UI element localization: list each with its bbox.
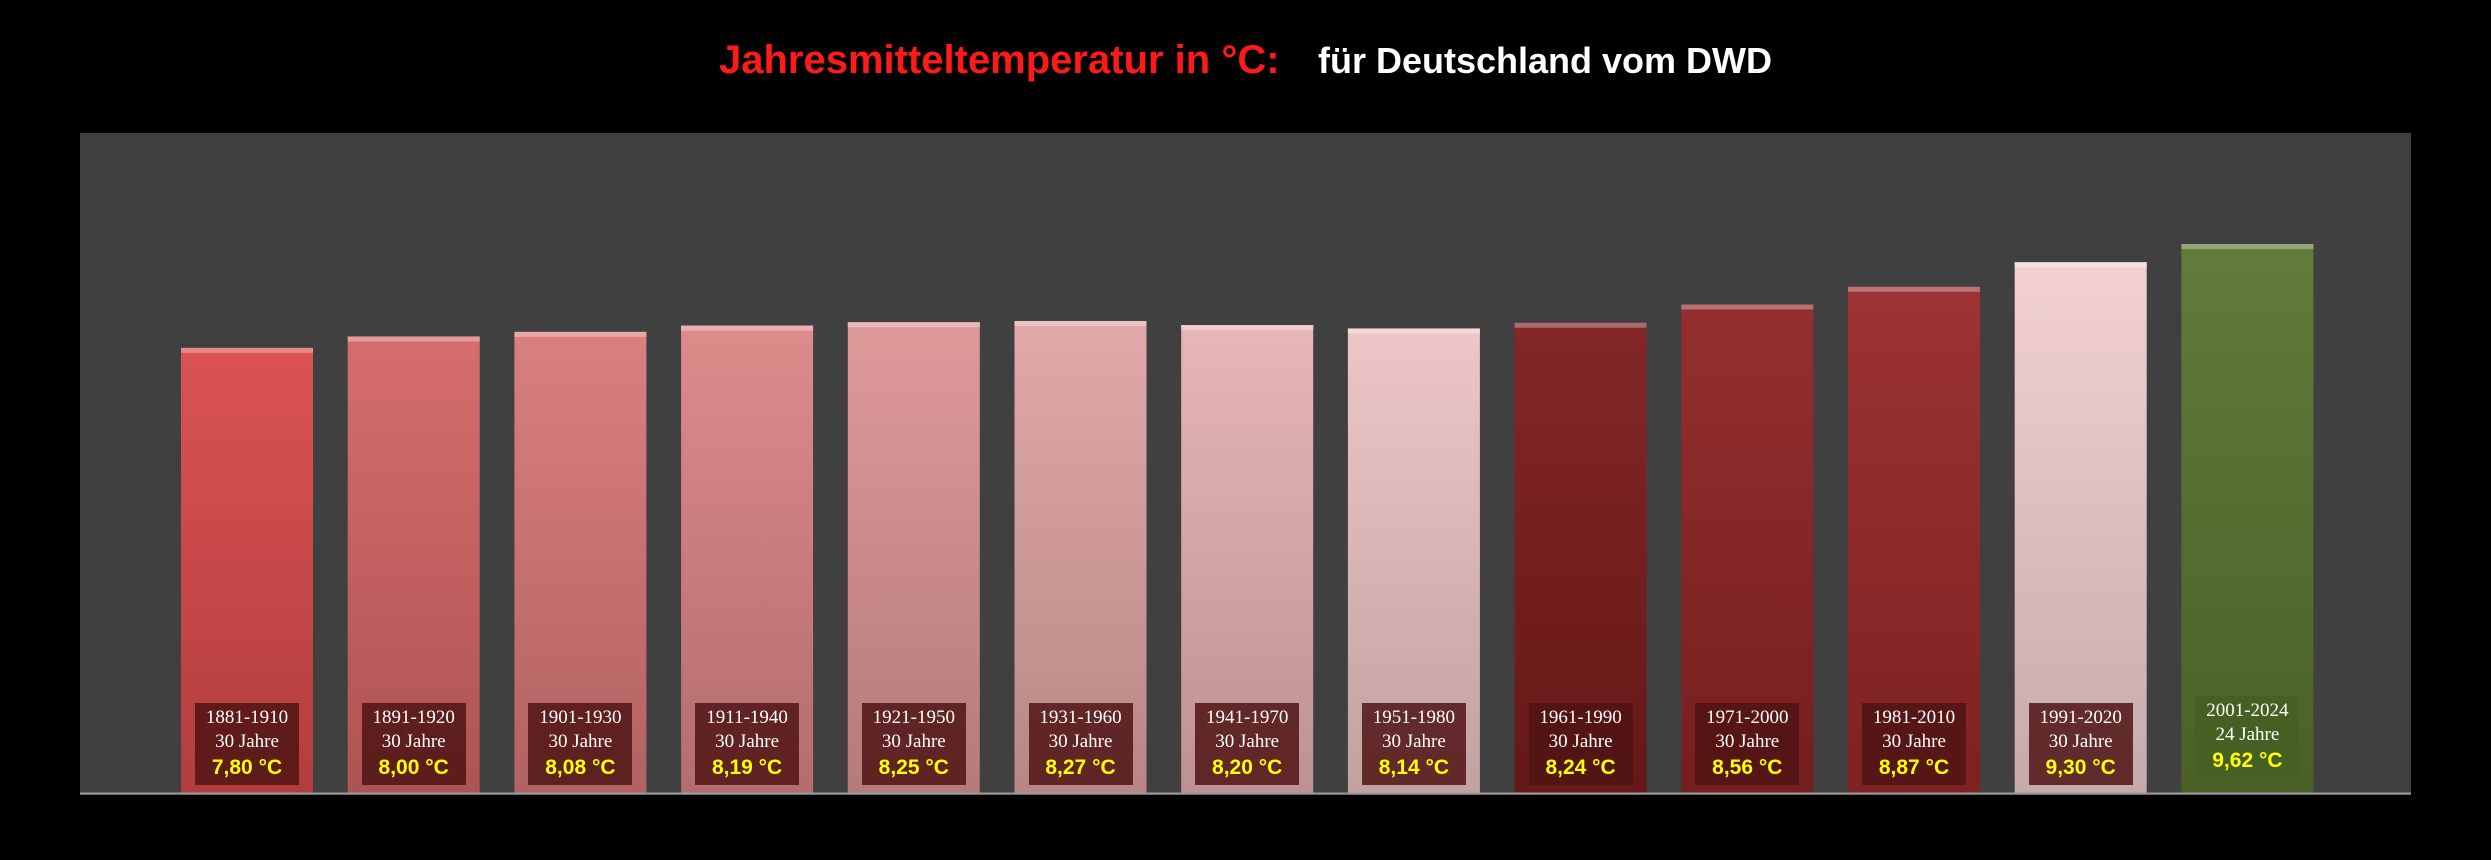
category-label: 1941-1970: [1206, 707, 1289, 728]
bar-top-highlight: [514, 331, 647, 337]
value-label: 8,56 °C: [1712, 756, 1783, 779]
bar-label-1921-1950: 1921-1950 30 Jahre 8,25 °C: [861, 703, 966, 785]
value-label: 8,19 °C: [711, 756, 783, 779]
value-label: 7,80 °C: [211, 756, 283, 779]
chart-title: Jahresmitteltemperatur in °C:: [718, 38, 1280, 82]
category-label: 1881-1910: [205, 707, 289, 728]
bar-label-1971-2000: 1971-2000 30 Jahre 8,56 °C: [1695, 703, 1800, 785]
bar-top-highlight: [1181, 325, 1314, 331]
bar-label-1891-1920: 1891-1920 30 Jahre 8,00 °C: [361, 703, 466, 785]
bar-label-1991-2020: 1991-2020 30 Jahre 9,30 °C: [2028, 703, 2133, 785]
bar-top-highlight: [847, 322, 980, 328]
bar-label-1901-1930: 1901-1930 30 Jahre 8,08 °C: [528, 703, 633, 785]
bar-label-1931-1960: 1931-1960 30 Jahre 8,27 °C: [1028, 703, 1133, 785]
value-label: 8,25 °C: [878, 756, 949, 779]
period-label: 30 Jahre: [1048, 731, 1113, 752]
category-label: 1951-1980: [1372, 707, 1456, 728]
bar-label-1951-1980: 1951-1980 30 Jahre 8,14 °C: [1361, 703, 1466, 785]
value-label: 8,87 °C: [1878, 756, 1950, 779]
chart-subtitle: für Deutschland vom DWD: [1318, 40, 1773, 81]
bar-label-2001-2024: 2001-2024 24 Jahre 9,62 °C: [2195, 696, 2300, 778]
period-label: 30 Jahre: [548, 731, 613, 752]
period-label: 30 Jahre: [215, 731, 279, 752]
bar-label-1881-1910: 1881-1910 30 Jahre 7,80 °C: [195, 703, 299, 785]
bar-top-highlight: [1681, 304, 1814, 310]
category-label: 1981-2010: [1872, 707, 1956, 728]
category-label: 1931-1960: [1039, 707, 1122, 728]
period-label: 30 Jahre: [1215, 731, 1280, 752]
value-label: 8,27 °C: [1045, 756, 1116, 779]
bar-top-highlight: [1347, 328, 1480, 334]
bar-top-highlight: [2014, 262, 2147, 268]
value-label: 8,24 °C: [1545, 756, 1616, 779]
value-label: 8,08 °C: [545, 756, 616, 779]
category-label: 1971-2000: [1706, 707, 1789, 728]
value-label: 8,20 °C: [1212, 756, 1283, 779]
value-label: 9,30 °C: [2045, 756, 2116, 779]
bar-top-highlight: [1848, 286, 1980, 292]
value-label: 8,14 °C: [1378, 756, 1450, 779]
bar-top-highlight: [2181, 243, 2314, 249]
category-label: 1891-1920: [372, 707, 455, 728]
bar-top-highlight: [1014, 321, 1147, 327]
bar-top-highlight: [347, 336, 480, 342]
period-label: 30 Jahre: [1715, 731, 1780, 752]
bar-label-1941-1970: 1941-1970 30 Jahre 8,20 °C: [1195, 703, 1300, 785]
value-label: 8,00 °C: [378, 756, 449, 779]
period-label: 30 Jahre: [1381, 731, 1446, 752]
category-label: 2001-2024: [2206, 700, 2289, 721]
period-label: 24 Jahre: [2215, 724, 2280, 745]
bar-label-1981-2010: 1981-2010 30 Jahre 8,87 °C: [1862, 703, 1966, 785]
category-label: 1991-2020: [2039, 707, 2122, 728]
category-label: 1901-1930: [539, 707, 622, 728]
bar-top-highlight: [1514, 322, 1647, 328]
bar-label-1911-1940: 1911-1940 30 Jahre 8,19 °C: [695, 703, 800, 785]
value-label: 9,62 °C: [2212, 749, 2283, 772]
category-label: 1911-1940: [706, 707, 788, 728]
period-label: 30 Jahre: [1548, 731, 1613, 752]
period-label: 30 Jahre: [2048, 731, 2113, 752]
period-label: 30 Jahre: [381, 731, 446, 752]
period-label: 30 Jahre: [1882, 731, 1946, 752]
period-label: 30 Jahre: [881, 731, 946, 752]
category-label: 1921-1950: [872, 707, 955, 728]
chart-title-row: Jahresmitteltemperatur in °C: für Deutsc…: [0, 38, 2491, 83]
plot-area: 1881-1910 30 Jahre 7,80 °C 1891-1920 30 Jahr…: [80, 133, 2411, 795]
period-label: 30 Jahre: [715, 731, 780, 752]
bar-chart: [80, 243, 2411, 795]
bar-top-highlight: [181, 347, 313, 353]
bar-top-highlight: [681, 325, 814, 331]
bar-label-1961-1990: 1961-1990 30 Jahre 8,24 °C: [1528, 703, 1633, 785]
category-label: 1961-1990: [1539, 707, 1622, 728]
